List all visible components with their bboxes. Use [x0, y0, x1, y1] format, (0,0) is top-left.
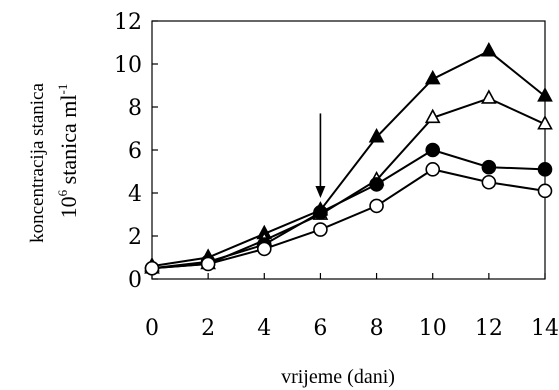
x-tick-label: 8: [370, 316, 384, 341]
y-axis: 0 2 4 6 8 10 12: [114, 10, 158, 293]
series-markers: [144, 41, 553, 276]
data-point-filled-circle: [537, 162, 553, 177]
x-tick-label: 12: [475, 316, 503, 341]
data-point-open-triangle: [537, 115, 553, 130]
x-tick-label: 2: [201, 316, 215, 341]
data-point-filled-triangle: [481, 41, 497, 57]
series-line-4: [151, 168, 546, 270]
data-point-open-circle: [537, 183, 553, 199]
plot-area-border: [151, 20, 546, 280]
y-tick-label: 4: [128, 182, 142, 207]
data-point-open-circle: [256, 241, 272, 257]
data-point-open-circle: [313, 222, 328, 237]
data-point-open-circle: [369, 198, 384, 214]
y-unit-exponent2: -1: [55, 84, 70, 95]
data-point-open-circle: [200, 256, 216, 272]
x-tick-label: 14: [531, 316, 559, 341]
data-point-filled-triangle: [368, 127, 385, 143]
annotation-arrow: [315, 113, 326, 199]
data-point-filled-triangle: [424, 69, 441, 85]
data-point-filled-circle: [313, 205, 328, 220]
data-point-open-triangle: [481, 89, 497, 104]
data-point-filled-circle: [481, 159, 497, 175]
y-unit-exponent: 6: [55, 189, 70, 196]
x-tick-label: 6: [313, 316, 327, 341]
data-point-open-circle: [425, 162, 441, 177]
y-tick-label: 0: [128, 268, 142, 293]
y-axis-label-line2: 106 stanica ml-1: [55, 84, 81, 219]
y-tick-label: 12: [114, 10, 142, 35]
x-tick-label: 10: [419, 316, 447, 341]
data-point-open-circle: [481, 174, 497, 190]
y-tick-label: 10: [114, 53, 142, 78]
x-tick-label: 0: [145, 316, 159, 341]
plot-frame: [151, 20, 546, 280]
y-unit-text: stanica ml: [56, 95, 81, 190]
y-tick-label: 8: [128, 96, 142, 121]
series-line-1: [151, 49, 546, 268]
data-point-open-circle: [144, 260, 160, 276]
x-tick-label: 4: [257, 316, 271, 341]
x-axis: 0 2 4 6 8 10 12 14: [145, 273, 559, 341]
series-line-3: [151, 148, 546, 270]
y-unit-base: 10: [56, 196, 81, 218]
y-axis-label: koncentracija stanica 106 stanica ml-1: [27, 83, 81, 243]
arrow-head: [315, 186, 326, 199]
data-point-filled-triangle: [537, 87, 553, 102]
y-axis-label-line1: koncentracija stanica: [27, 83, 48, 243]
x-axis-label: vrijeme (dani): [281, 366, 395, 388]
data-point-filled-circle: [425, 142, 441, 158]
data-point-open-triangle: [424, 108, 441, 124]
series-lines: [151, 49, 546, 270]
y-tick-label: 6: [128, 139, 142, 164]
y-tick-label: 2: [128, 225, 142, 250]
data-point-filled-circle: [369, 177, 384, 192]
